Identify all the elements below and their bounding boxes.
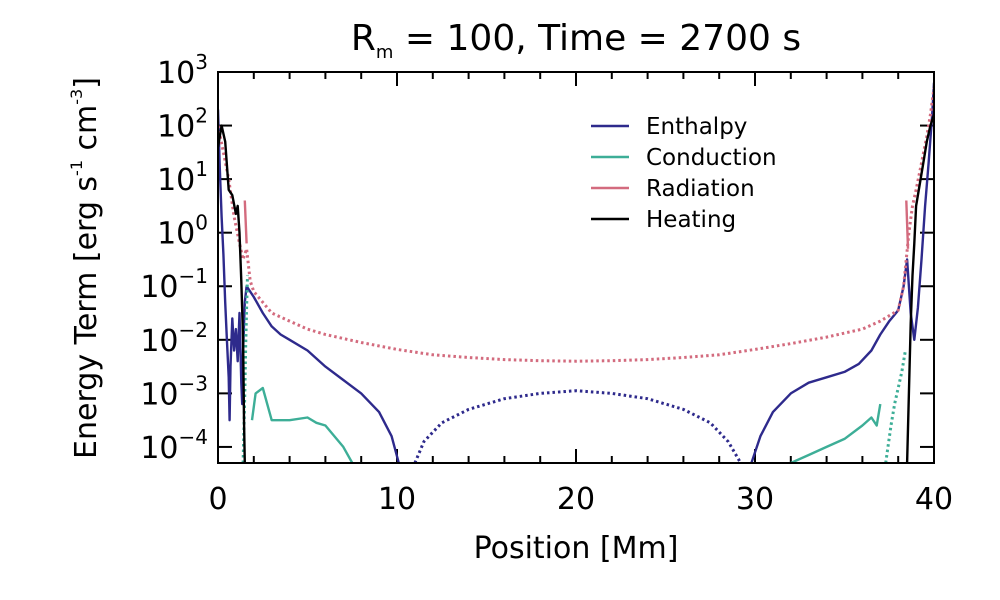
series-heating-segment (905, 114, 934, 463)
y-tick-base: 10 (157, 163, 195, 198)
series-radiation-segment (243, 200, 248, 244)
legend: Enthalpy Conduction Radiation Heating (591, 114, 777, 233)
y-tick-base: 10 (157, 217, 195, 252)
y-tick-exponent: 2 (195, 104, 208, 128)
ylabel-part-3: ] (69, 77, 104, 89)
chart-title-lhs: R (351, 18, 376, 59)
x-tick-label: 20 (557, 482, 595, 517)
y-axis-label: Energy Term [erg s-1 cm-3] (67, 77, 104, 459)
x-tick-label: 30 (736, 482, 774, 517)
series-conduction-segment (790, 403, 882, 463)
series-conduction-segment (250, 386, 354, 463)
chart-title: Rm = 100, Time = 2700 s (351, 18, 801, 63)
legend-label-conduction: Conduction (646, 145, 777, 171)
ylabel-part-1: Energy Term [erg s (69, 176, 104, 459)
y-tick-base: 10 (157, 110, 195, 145)
series-enthalpy-segment (413, 389, 742, 463)
series-heating-segment (218, 124, 246, 463)
plot-frame (217, 71, 935, 464)
y-tick-label: 10−2 (140, 318, 208, 359)
chart-title-subscript: m (376, 42, 394, 63)
y-tick-label: 10−1 (140, 264, 208, 305)
y-tick-label: 100 (157, 211, 208, 252)
x-tick-label: 0 (208, 482, 227, 517)
series-radiation-segment (905, 200, 910, 249)
ylabel-sup-1: -1 (67, 160, 86, 176)
y-tick-exponent: −3 (179, 371, 208, 395)
y-tick-label: 101 (157, 157, 208, 198)
x-tick-label: 40 (915, 482, 953, 517)
y-tick-label: 10−4 (140, 425, 208, 466)
y-tick-exponent: −2 (179, 318, 208, 342)
series-enthalpy-segment (750, 82, 934, 463)
series-radiation-segment (218, 87, 934, 363)
y-tick-exponent: −1 (179, 264, 208, 288)
y-tick-exponent: 0 (195, 211, 208, 235)
y-tick-base: 10 (140, 270, 178, 305)
y-tick-exponent: −4 (179, 425, 208, 449)
legend-label-heating: Heating (646, 207, 736, 233)
x-axis-label: Position [Mm] (474, 531, 679, 566)
y-tick-label: 102 (157, 104, 208, 145)
chart-title-rhs: = 100, Time = 2700 s (393, 18, 801, 59)
y-tick-exponent: 1 (195, 157, 208, 181)
y-tick-base: 10 (157, 56, 195, 91)
x-tick-label: 10 (378, 482, 416, 517)
legend-label-radiation: Radiation (646, 176, 755, 202)
ylabel-part-2: cm (69, 105, 104, 160)
y-tick-label: 10−3 (140, 371, 208, 412)
y-tick-exponent: 3 (195, 50, 208, 74)
legend-label-enthalpy: Enthalpy (646, 114, 747, 140)
ylabel-sup-2: -3 (67, 89, 86, 105)
data-series (218, 82, 934, 463)
svg-text:Energy Term [erg s-1 cm-3]: Energy Term [erg s-1 cm-3] (67, 77, 104, 459)
y-tick-base: 10 (140, 377, 178, 412)
series-enthalpy-segment (218, 109, 400, 463)
series-conduction-segment (884, 350, 907, 463)
y-tick-base: 10 (140, 431, 178, 466)
y-tick-label: 103 (157, 50, 208, 91)
y-tick-base: 10 (140, 324, 178, 359)
